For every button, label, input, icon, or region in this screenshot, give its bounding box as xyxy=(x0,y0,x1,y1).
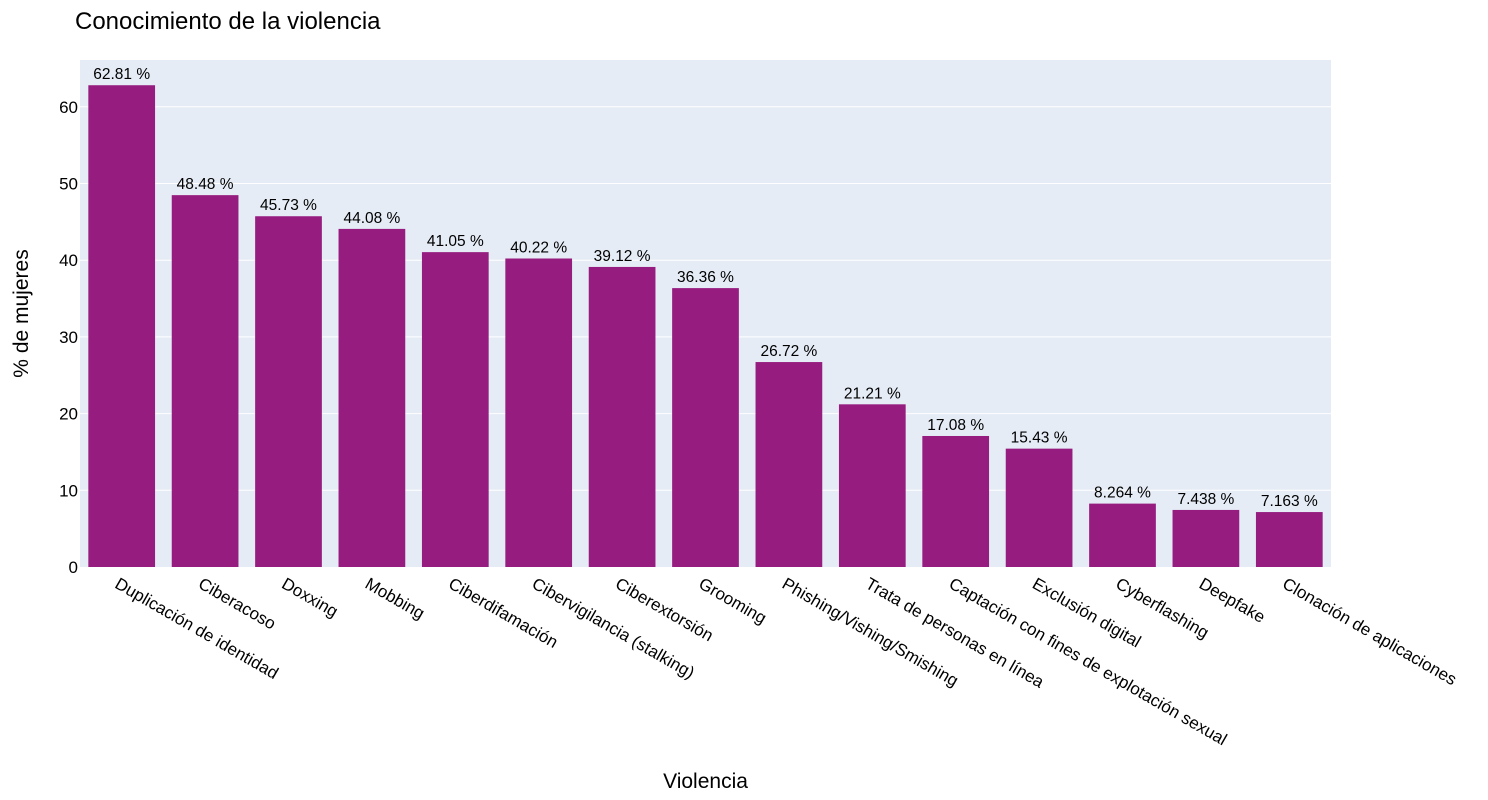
bar-data-label: 36.36 % xyxy=(677,269,734,286)
y-tick-label: 60 xyxy=(59,98,78,117)
bar[interactable] xyxy=(255,216,322,567)
x-tick-label: Deepfake xyxy=(1196,574,1269,627)
bar-data-label: 48.48 % xyxy=(177,176,234,193)
bar-data-label: 44.08 % xyxy=(343,210,400,227)
bar[interactable] xyxy=(88,85,156,567)
x-tick-label: Doxxing xyxy=(279,574,342,621)
chart-title: Conocimiento de la violencia xyxy=(75,8,381,35)
bar-data-label: 7.438 % xyxy=(1177,491,1234,508)
y-tick-label: 0 xyxy=(69,558,78,577)
bar-data-label: 41.05 % xyxy=(427,233,484,250)
bar[interactable] xyxy=(1255,512,1323,567)
bar[interactable] xyxy=(672,288,739,567)
bar-data-label: 17.08 % xyxy=(927,417,984,434)
bar-data-label: 26.72 % xyxy=(760,343,817,360)
bar-data-label: 8.264 % xyxy=(1094,485,1151,502)
x-tick-label: Mobbing xyxy=(362,574,428,623)
bar[interactable] xyxy=(588,266,656,567)
bar[interactable] xyxy=(338,228,406,567)
bar[interactable] xyxy=(505,258,573,567)
bar[interactable] xyxy=(421,252,489,567)
y-tick-label: 40 xyxy=(59,251,78,270)
bar[interactable] xyxy=(1172,509,1240,567)
y-tick-label: 10 xyxy=(59,481,78,500)
x-axis-title: Violencia xyxy=(663,770,748,793)
bar[interactable] xyxy=(755,362,823,567)
bars xyxy=(88,85,1323,567)
data-labels: 62.81 % 48.48 % 45.73 % 44.08 % 41.05 % 40.22… xyxy=(93,66,1318,510)
bar-data-label: 45.73 % xyxy=(260,197,317,214)
y-tick-label: 50 xyxy=(59,174,78,193)
bar[interactable] xyxy=(171,195,239,567)
bar[interactable] xyxy=(922,435,990,567)
x-tick-label: Clonación de aplicaciones xyxy=(1279,574,1460,689)
bar-data-label: 39.12 % xyxy=(594,248,651,265)
bar-data-label: 21.21 % xyxy=(844,385,901,402)
bar[interactable] xyxy=(1089,503,1156,567)
bar-data-label: 15.43 % xyxy=(1011,430,1068,447)
bar[interactable] xyxy=(838,404,906,567)
bar-data-label: 62.81 % xyxy=(93,66,150,83)
bar-data-label: 7.163 % xyxy=(1261,493,1318,510)
bar-data-label: 40.22 % xyxy=(510,240,567,257)
y-axis-ticks: 0 10 20 30 40 50 60 xyxy=(59,98,78,577)
bar[interactable] xyxy=(1005,448,1073,567)
y-axis-title: % de mujeres xyxy=(10,249,33,377)
y-tick-label: 20 xyxy=(59,405,78,424)
x-tick-label: Grooming xyxy=(696,574,770,628)
y-tick-label: 30 xyxy=(59,328,78,347)
